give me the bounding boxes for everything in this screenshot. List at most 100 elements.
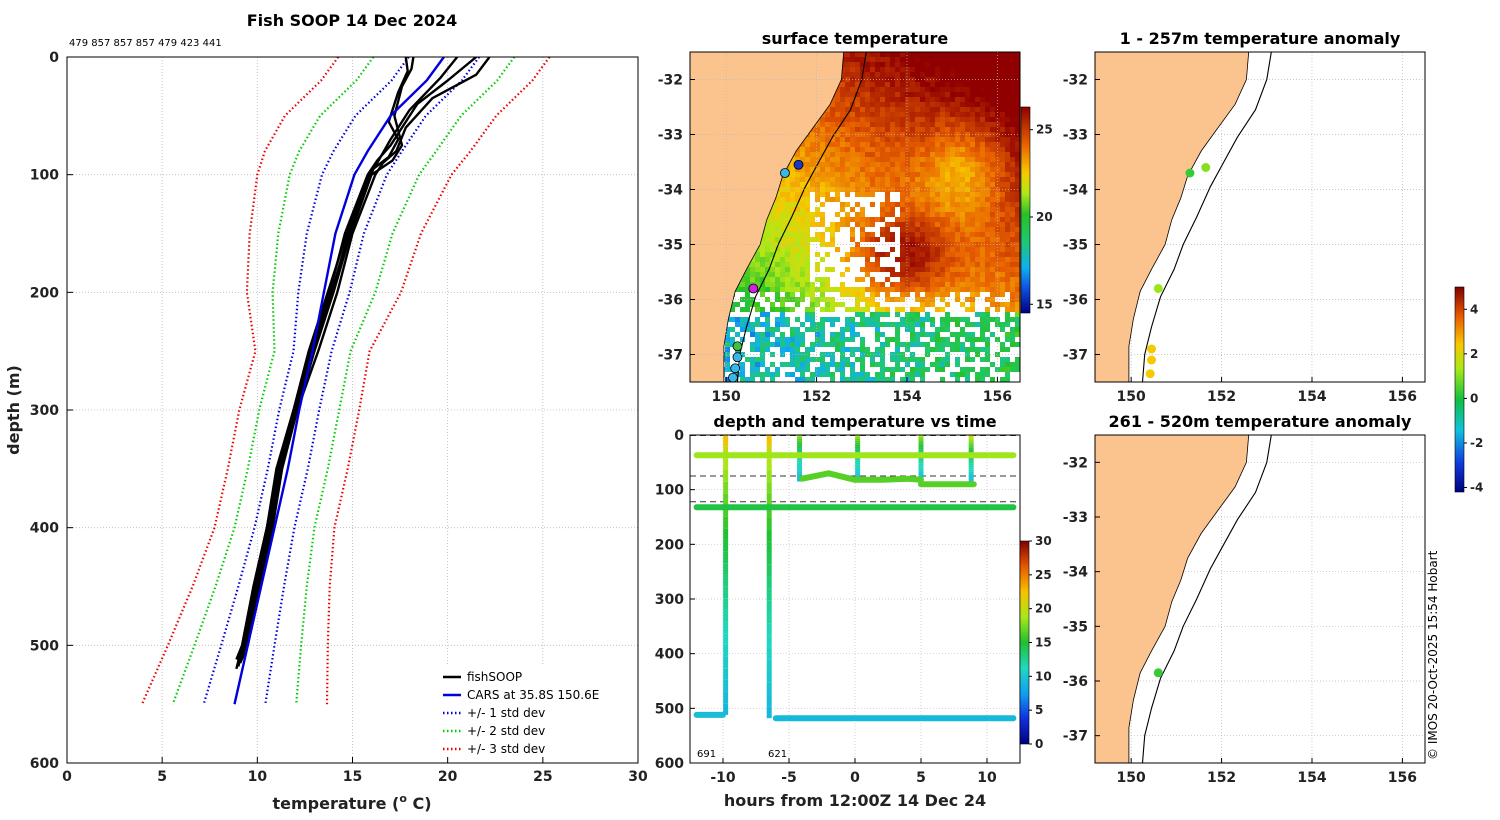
sst-pixel (980, 212, 985, 217)
sst-pixel (1005, 122, 1010, 127)
sst-pixel (830, 107, 835, 112)
sst-pixel (915, 67, 920, 72)
sst-pixel (1000, 107, 1005, 112)
sst-pixel (950, 87, 955, 92)
sst-pixel (760, 252, 765, 257)
sst-pixel (965, 217, 970, 222)
sst-pixel (785, 272, 790, 277)
sst-pixel (880, 367, 885, 372)
sst-pixel (980, 377, 985, 382)
timeseries-xtick-label: 0 (850, 770, 860, 786)
sst-pixel (830, 332, 835, 337)
sst-pixel (1000, 237, 1005, 242)
sst-pixel (855, 187, 860, 192)
sst-pixel (815, 212, 820, 217)
sst-pixel (745, 357, 750, 362)
sst-pixel (965, 207, 970, 212)
sst-pixel (750, 332, 755, 337)
sst-pixel (1015, 307, 1020, 312)
sst-pixel (885, 287, 890, 292)
sst-pixel (820, 122, 825, 127)
sst-pixel (975, 287, 980, 292)
sst-pixel (990, 157, 995, 162)
sst-pixel (790, 172, 795, 177)
sst-pixel (785, 277, 790, 282)
sst-pixel (960, 52, 965, 57)
sst-pixel (820, 237, 825, 242)
sst-pixel (1005, 372, 1010, 377)
sst-pixel (760, 282, 765, 287)
sst-pixel (860, 117, 865, 122)
sst-pixel (920, 177, 925, 182)
sst-pixel (850, 52, 855, 57)
sst-pixel (965, 202, 970, 207)
sst-pixel (915, 337, 920, 342)
sst-pixel (815, 237, 820, 242)
sst-pixel (965, 122, 970, 127)
sst-pixel (915, 132, 920, 137)
sst-pixel (950, 282, 955, 287)
sst-pixel (855, 142, 860, 147)
sst-pixel (885, 342, 890, 347)
sst-pixel (950, 317, 955, 322)
sst-pixel (920, 282, 925, 287)
sst-pixel (920, 332, 925, 337)
sst-pixel (995, 267, 1000, 272)
sst-pixel (810, 187, 815, 192)
sst-pixel (1000, 217, 1005, 222)
sst-pixel (915, 287, 920, 292)
sst-pixel (975, 67, 980, 72)
sst-pixel (935, 332, 940, 337)
sst-pixel (825, 112, 830, 117)
sst-pixel (890, 212, 895, 217)
sst-pixel (795, 362, 800, 367)
sst-pixel (945, 152, 950, 157)
sst-pixel (905, 212, 910, 217)
sst-pixel (915, 217, 920, 222)
sst-pixel (790, 167, 795, 172)
sst-pixel (875, 67, 880, 72)
sst-pixel (815, 132, 820, 137)
anomaly-upper-xtick-label: 156 (1388, 389, 1417, 405)
sst-pixel (1005, 312, 1010, 317)
sst-pixel (880, 182, 885, 187)
sst-pixel (935, 277, 940, 282)
sst-pixel (935, 242, 940, 247)
sst-pixel (955, 167, 960, 172)
sst-pixel (920, 87, 925, 92)
sst-pixel (975, 232, 980, 237)
sst-pixel (755, 332, 760, 337)
sst-pixel (870, 127, 875, 132)
sst-pixel (825, 342, 830, 347)
sst-pixel (805, 377, 810, 382)
sst-pixel (845, 172, 850, 177)
sst-pixel (970, 227, 975, 232)
sst-pixel (935, 347, 940, 352)
sst-pixel (965, 137, 970, 142)
sst-pixel (760, 272, 765, 277)
sst-pixel (945, 282, 950, 287)
sst-pixel (810, 167, 815, 172)
sst-pixel (880, 312, 885, 317)
sst-pixel (990, 137, 995, 142)
sst-pixel (800, 257, 805, 262)
sst-pixel (770, 342, 775, 347)
sst-pixel (900, 317, 905, 322)
sst-pixel (870, 62, 875, 67)
sst-pixel (890, 57, 895, 62)
sst-pixel (900, 367, 905, 372)
sst-pixel (775, 307, 780, 312)
sst-pixel (865, 117, 870, 122)
sst-pixel (760, 332, 765, 337)
sst-pixel (915, 92, 920, 97)
sst-pixel (820, 217, 825, 222)
sst-pixel (825, 177, 830, 182)
sst-pixel (765, 342, 770, 347)
sst-pixel (1015, 147, 1020, 152)
sst-pixel (775, 342, 780, 347)
sst-pixel (1015, 312, 1020, 317)
sst-pixel (950, 197, 955, 202)
sst-pixel (780, 262, 785, 267)
sst-pixel (780, 332, 785, 337)
sst-pixel (975, 142, 980, 147)
